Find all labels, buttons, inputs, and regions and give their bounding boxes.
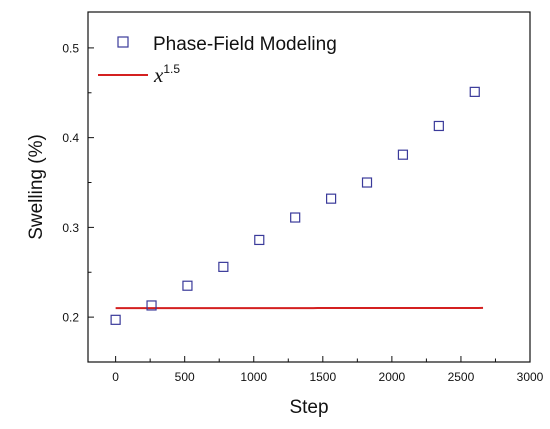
- y-tick-label: 0.2: [62, 311, 79, 325]
- x-axis-title: Step: [289, 397, 328, 418]
- plot-frame: [87, 11, 531, 363]
- legend-fit-exponent: 1.5: [163, 62, 180, 76]
- ticks-layer: [88, 47, 531, 363]
- data-point: [290, 212, 301, 223]
- y-tick-label: 0.3: [62, 221, 79, 235]
- x-tick-label: 2000: [379, 370, 406, 384]
- data-point: [254, 234, 265, 246]
- legend-fit-base: x: [153, 63, 164, 87]
- data-point: [433, 120, 444, 132]
- data-point: [146, 300, 157, 311]
- data-point: [110, 314, 121, 325]
- data-point: [326, 193, 337, 204]
- data-point: [182, 280, 193, 291]
- x-tick-label: 500: [175, 370, 195, 384]
- data-point: [469, 86, 480, 97]
- y-tick-label: 0.4: [62, 131, 79, 145]
- legend-marker-square: [117, 36, 129, 48]
- x-tick-label: 3000: [517, 370, 544, 384]
- y-axis-title: Swelling (%): [26, 134, 47, 240]
- data-point: [397, 149, 409, 160]
- legend: Phase-Field Modeling x1.5: [98, 34, 337, 87]
- data-point: [361, 177, 373, 188]
- x-tick-label: 1500: [309, 370, 336, 384]
- x-tick-label: 0: [112, 370, 119, 384]
- legend-label-fit: x1.5: [153, 62, 180, 87]
- points-layer: [110, 86, 480, 325]
- y-tick-label: 0.5: [62, 41, 79, 55]
- x-tick-label: 1000: [240, 370, 267, 384]
- x-tick-label: 2500: [448, 370, 475, 384]
- data-point: [218, 261, 229, 272]
- tick-labels-layer: 0 500 1000 1500 2000 2500 3000 0.2 0.3 0.4 0.5: [62, 41, 543, 384]
- legend-label-phase-field: Phase-Field Modeling: [153, 34, 337, 55]
